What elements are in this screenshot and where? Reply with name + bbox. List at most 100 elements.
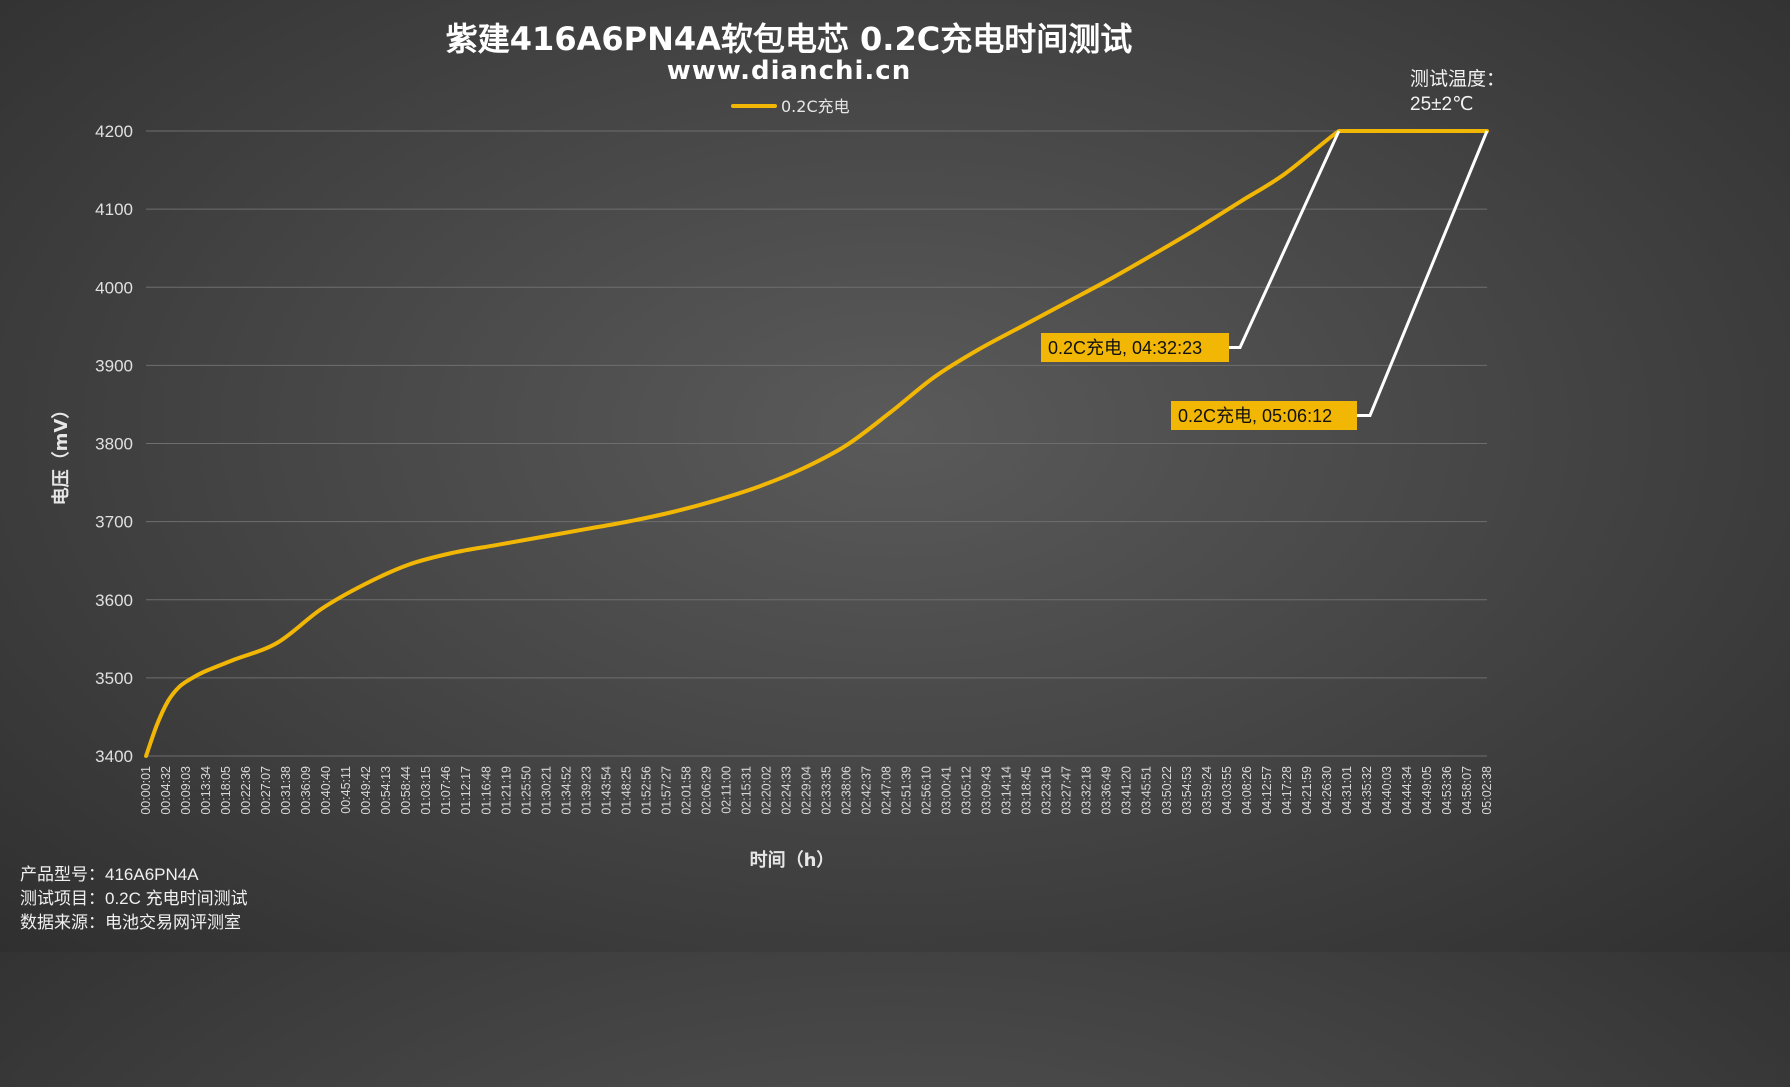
x-tick-label: 04:49:05 (1420, 766, 1434, 815)
x-tick-label: 00:18:05 (219, 766, 233, 815)
x-tick-label: 03:45:51 (1140, 766, 1154, 815)
x-tick-label: 01:30:21 (539, 766, 553, 815)
x-tick-label: 04:03:55 (1220, 766, 1234, 815)
x-tick-label: 04:17:28 (1280, 766, 1294, 815)
x-tick-label: 00:13:34 (199, 766, 213, 815)
x-tick-label: 04:40:03 (1380, 766, 1394, 815)
x-tick-label: 00:09:03 (179, 766, 193, 815)
footer-product-model: 产品型号：416A6PN4A (20, 865, 199, 884)
annotation-leader (1229, 130, 1341, 349)
chart-subtitle: www.dianchi.cn (666, 56, 912, 86)
x-tick-label: 03:41:20 (1120, 766, 1134, 815)
x-tick-label: 03:00:41 (940, 766, 954, 815)
x-tick-label: 00:04:32 (159, 766, 173, 815)
x-tick-label: 02:01:58 (679, 766, 693, 815)
x-tick-label: 03:54:53 (1180, 766, 1194, 815)
x-tick-label: 00:36:09 (299, 766, 313, 815)
y-axis-title: 电压（mV） (50, 401, 72, 506)
x-tick-label: 02:33:35 (820, 766, 834, 815)
x-tick-label: 02:47:08 (880, 766, 894, 815)
x-tick-label: 03:23:16 (1040, 766, 1054, 815)
x-tick-label: 03:32:18 (1080, 766, 1094, 815)
x-tick-label: 02:29:04 (799, 766, 813, 815)
x-tick-label: 00:54:13 (379, 766, 393, 815)
y-tick-label: 3700 (95, 513, 133, 532)
x-tick-label: 00:27:07 (259, 766, 273, 815)
x-tick-label: 04:21:59 (1300, 766, 1314, 815)
chart-title: 紫建416A6PN4A软包电芯 0.2C充电时间测试 (445, 20, 1133, 58)
x-tick-label: 01:43:54 (599, 766, 613, 815)
x-tick-label: 03:05:12 (960, 766, 974, 815)
y-tick-label: 3900 (95, 356, 133, 375)
y-tick-label: 3400 (95, 747, 133, 766)
x-tick-label: 04:35:32 (1360, 766, 1374, 815)
x-tick-label: 01:48:25 (619, 766, 633, 815)
y-tick-labels: 3400 3500 3600 3700 3800 3900 4000 4100 4200 (95, 122, 133, 766)
x-tick-label: 00:40:40 (319, 766, 333, 815)
y-tick-label: 4200 (95, 122, 133, 141)
x-tick-label: 03:59:24 (1200, 766, 1214, 815)
x-tick-label: 01:25:50 (519, 766, 533, 815)
legend-label: 0.2C充电 (781, 97, 850, 116)
annotation-box (1171, 401, 1357, 430)
x-tick-label: 00:49:42 (359, 766, 373, 815)
x-tick-label: 01:52:56 (639, 766, 653, 815)
x-tick-label: 02:56:10 (920, 766, 934, 815)
x-tick-label: 02:38:06 (840, 766, 854, 815)
x-tick-label: 02:51:39 (900, 766, 914, 815)
footer-data-source: 数据来源：电池交易网评测室 (20, 913, 241, 932)
annotations: 0.2C充电, 04:32:23 0.2C充电, 05:06:12 (1041, 130, 1489, 430)
x-tick-label: 00:00:01 (139, 766, 153, 815)
x-tick-label: 02:42:37 (860, 766, 874, 815)
x-axis-title: 时间（h） (750, 850, 835, 871)
y-tick-label: 3500 (95, 669, 133, 688)
test-temperature-label: 测试温度： (1410, 69, 1506, 90)
series-layer (144, 129, 1489, 758)
x-tick-label: 03:14:14 (1000, 766, 1014, 815)
x-tick-label: 01:57:27 (659, 766, 673, 815)
series-line (144, 129, 1489, 758)
x-tick-label: 01:03:15 (419, 766, 433, 815)
x-tick-label: 04:31:01 (1340, 766, 1354, 815)
x-tick-label: 04:58:07 (1460, 766, 1474, 815)
x-tick-label: 00:45:11 (339, 766, 353, 814)
test-temperature-value: 25±2℃ (1410, 94, 1474, 115)
annotation-label: 0.2C充电, 05:06:12 (1178, 406, 1332, 426)
x-tick-label: 04:08:26 (1240, 766, 1254, 815)
x-tick-label: 01:07:46 (439, 766, 453, 815)
footer-test-item: 测试项目：0.2C 充电时间测试 (20, 889, 248, 908)
x-tick-label: 04:12:57 (1260, 766, 1274, 815)
x-tick-label: 03:36:49 (1100, 766, 1114, 815)
annotation-label: 0.2C充电, 04:32:23 (1048, 338, 1202, 358)
x-tick-label: 01:39:23 (579, 766, 593, 815)
y-tick-label: 4100 (95, 200, 133, 219)
x-tick-label: 00:31:38 (279, 766, 293, 815)
x-tick-label: 02:11:00 (719, 766, 733, 814)
x-tick-label: 04:53:36 (1440, 766, 1454, 815)
x-tick-label: 04:44:34 (1400, 766, 1414, 815)
x-tick-labels: 00:00:01 00:04:32 00:09:03 00:13:34 00:18:05… (139, 766, 1494, 815)
x-tick-label: 05:02:38 (1480, 766, 1494, 815)
y-tick-label: 4000 (95, 278, 133, 297)
x-tick-label: 02:15:31 (739, 766, 753, 815)
x-tick-label: 03:09:43 (980, 766, 994, 815)
x-tick-label: 03:50:22 (1160, 766, 1174, 815)
x-tick-label: 01:21:19 (499, 766, 513, 815)
annotation-leader (1357, 130, 1489, 417)
y-tick-label: 3600 (95, 591, 133, 610)
x-tick-label: 00:22:36 (239, 766, 253, 815)
chart-svg: 3400 3500 3600 3700 3800 3900 4000 4100 4200 00:… (50, 97, 1494, 871)
x-tick-label: 01:16:48 (479, 766, 493, 815)
x-tick-label: 02:06:29 (699, 766, 713, 815)
x-tick-label: 03:27:47 (1060, 766, 1074, 815)
x-tick-label: 04:26:30 (1320, 766, 1334, 815)
legend: 0.2C充电 (731, 97, 850, 116)
x-tick-label: 03:18:45 (1020, 766, 1034, 815)
x-tick-label: 02:20:02 (759, 766, 773, 815)
annotation-box (1041, 333, 1229, 362)
y-tick-label: 3800 (95, 435, 133, 454)
x-tick-label: 01:34:52 (559, 766, 573, 815)
x-tick-label: 00:58:44 (399, 766, 413, 815)
grid-lines (146, 130, 1487, 757)
x-tick-label: 02:24:33 (779, 766, 793, 815)
